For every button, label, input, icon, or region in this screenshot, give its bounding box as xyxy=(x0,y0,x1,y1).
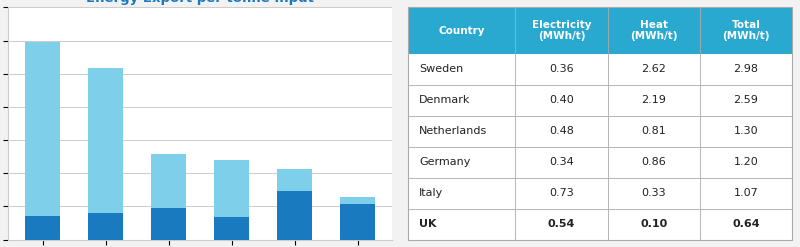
FancyBboxPatch shape xyxy=(408,54,515,85)
Bar xyxy=(278,191,312,240)
Bar xyxy=(151,154,186,208)
FancyBboxPatch shape xyxy=(607,7,700,54)
Bar xyxy=(340,204,375,240)
FancyBboxPatch shape xyxy=(700,116,792,147)
FancyBboxPatch shape xyxy=(700,7,792,54)
Text: Germany: Germany xyxy=(419,157,470,167)
Text: 1.07: 1.07 xyxy=(734,188,758,198)
Bar xyxy=(340,197,375,204)
Text: Heat
(MWh/t): Heat (MWh/t) xyxy=(630,20,678,41)
Text: 0.10: 0.10 xyxy=(640,219,667,229)
Text: 0.40: 0.40 xyxy=(549,95,574,105)
Text: Sweden: Sweden xyxy=(419,64,463,74)
FancyBboxPatch shape xyxy=(607,116,700,147)
FancyBboxPatch shape xyxy=(515,178,607,209)
Text: 1.30: 1.30 xyxy=(734,126,758,136)
FancyBboxPatch shape xyxy=(700,178,792,209)
Text: Total
(MWh/t): Total (MWh/t) xyxy=(722,20,770,41)
FancyBboxPatch shape xyxy=(515,7,607,54)
Bar xyxy=(214,160,249,217)
Bar xyxy=(26,42,60,216)
FancyBboxPatch shape xyxy=(700,147,792,178)
Text: 2.62: 2.62 xyxy=(642,64,666,74)
Title: Energy Export per tonne Input: Energy Export per tonne Input xyxy=(86,0,314,5)
FancyBboxPatch shape xyxy=(515,116,607,147)
Bar xyxy=(89,68,123,213)
Text: Italy: Italy xyxy=(419,188,443,198)
FancyBboxPatch shape xyxy=(408,85,515,116)
Text: UK: UK xyxy=(419,219,437,229)
Text: 0.73: 0.73 xyxy=(549,188,574,198)
FancyBboxPatch shape xyxy=(408,209,515,240)
FancyBboxPatch shape xyxy=(408,116,515,147)
Text: 0.86: 0.86 xyxy=(642,157,666,167)
FancyBboxPatch shape xyxy=(408,178,515,209)
Text: Netherlands: Netherlands xyxy=(419,126,487,136)
FancyBboxPatch shape xyxy=(700,85,792,116)
Bar xyxy=(151,208,186,240)
FancyBboxPatch shape xyxy=(607,209,700,240)
FancyBboxPatch shape xyxy=(607,147,700,178)
Text: 0.36: 0.36 xyxy=(549,64,574,74)
FancyBboxPatch shape xyxy=(515,85,607,116)
Text: 0.54: 0.54 xyxy=(548,219,575,229)
FancyBboxPatch shape xyxy=(607,85,700,116)
Text: 2.19: 2.19 xyxy=(642,95,666,105)
Text: 0.64: 0.64 xyxy=(732,219,760,229)
Text: 0.81: 0.81 xyxy=(642,126,666,136)
Text: 2.59: 2.59 xyxy=(734,95,758,105)
FancyBboxPatch shape xyxy=(607,54,700,85)
FancyBboxPatch shape xyxy=(700,209,792,240)
Text: 1.20: 1.20 xyxy=(734,157,758,167)
FancyBboxPatch shape xyxy=(515,54,607,85)
FancyBboxPatch shape xyxy=(515,209,607,240)
FancyBboxPatch shape xyxy=(408,147,515,178)
FancyBboxPatch shape xyxy=(408,7,515,54)
FancyBboxPatch shape xyxy=(607,178,700,209)
Text: Electricity
(MWh/t): Electricity (MWh/t) xyxy=(532,20,591,41)
Text: Denmark: Denmark xyxy=(419,95,470,105)
Bar xyxy=(26,216,60,240)
Bar xyxy=(214,217,249,240)
Text: Country: Country xyxy=(438,26,485,36)
FancyBboxPatch shape xyxy=(700,54,792,85)
Bar xyxy=(89,213,123,240)
FancyBboxPatch shape xyxy=(515,147,607,178)
Text: 0.48: 0.48 xyxy=(549,126,574,136)
Text: 0.34: 0.34 xyxy=(549,157,574,167)
Text: 2.98: 2.98 xyxy=(734,64,758,74)
Bar xyxy=(278,169,312,191)
Text: 0.33: 0.33 xyxy=(642,188,666,198)
